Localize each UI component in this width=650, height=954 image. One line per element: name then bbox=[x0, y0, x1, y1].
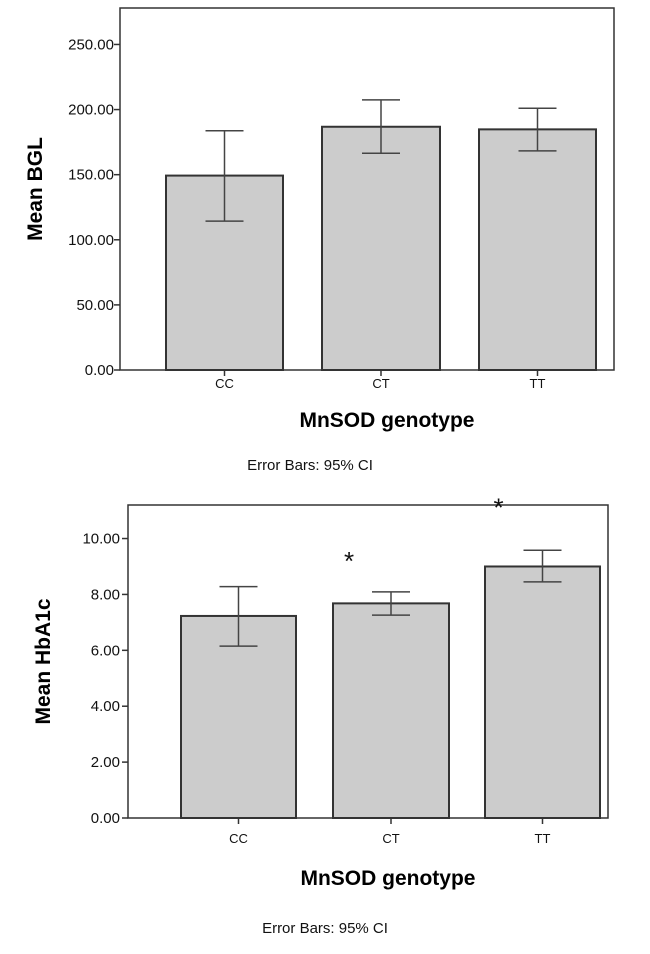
x-tick-label: CT bbox=[372, 376, 389, 391]
error-bars-footnote: Error Bars: 95% CI bbox=[262, 920, 388, 937]
y-axis-title: Mean HbA1c bbox=[32, 598, 55, 724]
x-tick-label: TT bbox=[535, 831, 551, 846]
x-tick-label: CT bbox=[382, 831, 399, 846]
y-tick-label: 150.00 bbox=[68, 167, 114, 184]
y-tick-label: 4.00 bbox=[91, 698, 120, 715]
y-tick-label: 200.00 bbox=[68, 102, 114, 119]
x-tick-label: TT bbox=[530, 376, 546, 391]
y-tick-label: 250.00 bbox=[68, 36, 114, 53]
y-tick-label: 10.00 bbox=[82, 531, 120, 548]
significance-asterisk: * bbox=[493, 492, 503, 522]
y-tick-label: 6.00 bbox=[91, 642, 120, 659]
bar-CT bbox=[321, 125, 441, 371]
y-tick-label: 2.00 bbox=[91, 754, 120, 771]
bar-CT bbox=[332, 602, 450, 819]
y-axis-title: Mean BGL bbox=[24, 137, 47, 241]
y-tick-label: 0.00 bbox=[91, 810, 120, 827]
bar-TT bbox=[478, 128, 597, 371]
bar-TT bbox=[484, 565, 601, 819]
x-tick-label: CC bbox=[229, 831, 248, 846]
y-tick-label: 0.00 bbox=[85, 362, 114, 379]
significance-asterisk: * bbox=[344, 546, 354, 576]
y-tick-label: 100.00 bbox=[68, 232, 114, 249]
x-axis-title: MnSOD genotype bbox=[300, 867, 475, 890]
x-axis-title: MnSOD genotype bbox=[299, 409, 474, 432]
y-tick-label: 50.00 bbox=[76, 297, 114, 314]
y-tick-label: 8.00 bbox=[91, 586, 120, 603]
error-bars-footnote: Error Bars: 95% CI bbox=[247, 457, 373, 474]
x-tick-label: CC bbox=[215, 376, 234, 391]
